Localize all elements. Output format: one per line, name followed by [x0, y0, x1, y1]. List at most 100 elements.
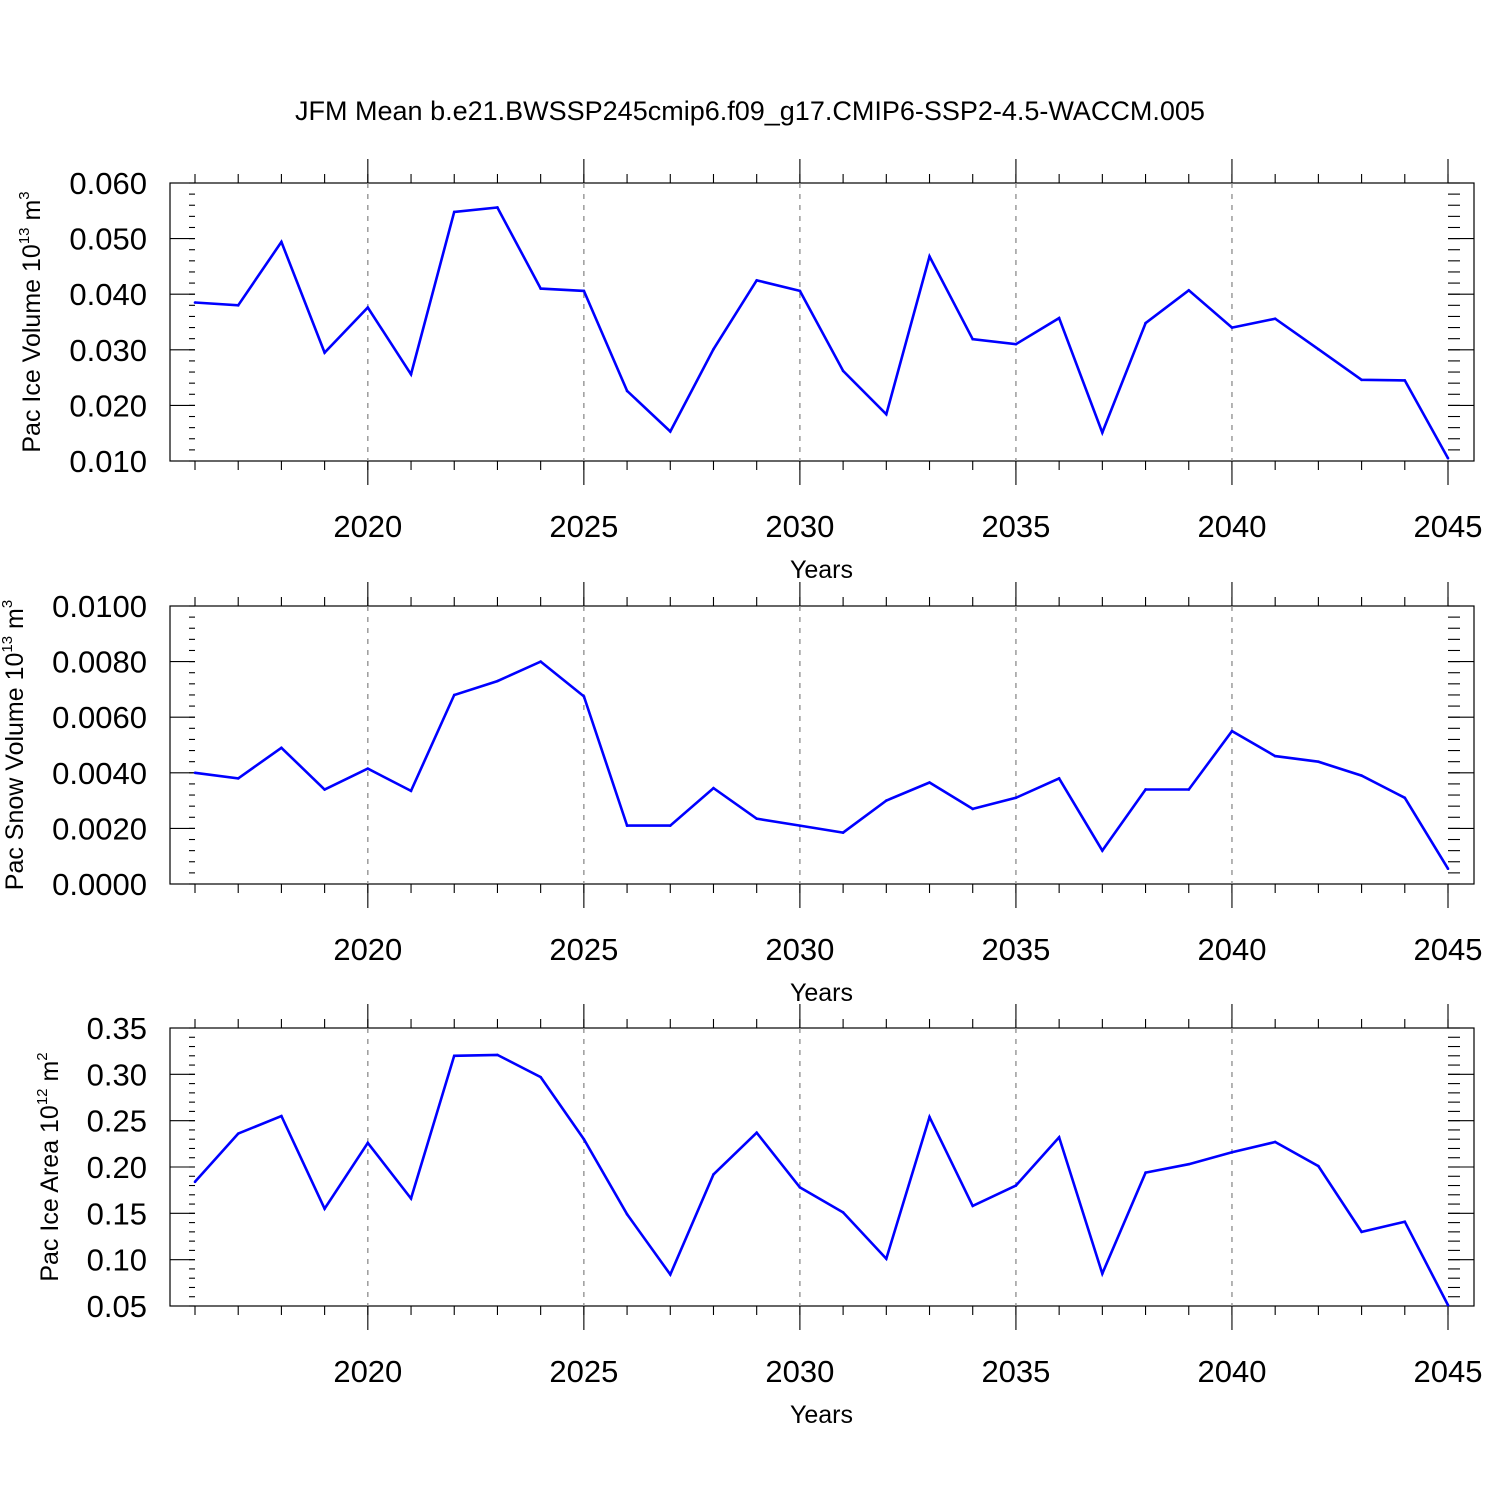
data-point — [798, 1186, 802, 1189]
x-tick-label: 2025 — [549, 509, 618, 544]
y-tick-label: 0.0060 — [52, 700, 147, 735]
data-point — [971, 337, 975, 341]
x-axis-title: Years — [790, 979, 853, 1007]
y-axis-units-unit: m — [1, 608, 29, 629]
data-point — [1360, 1230, 1363, 1234]
data-point — [452, 210, 456, 214]
x-tick-label: 2045 — [1414, 1354, 1483, 1389]
data-point — [496, 206, 499, 209]
data-point — [323, 351, 326, 354]
data-point — [1014, 1184, 1018, 1187]
chart-title: JFM Mean b.e21.BWSSP245cmip6.f09_g17.CMI… — [295, 96, 1205, 126]
series-line — [194, 660, 1450, 870]
data-point — [885, 412, 888, 416]
x-tick-label: 2045 — [1414, 932, 1483, 967]
y-axis-space — [36, 1133, 64, 1140]
y-axis-units-unit-exp: 3 — [16, 191, 33, 199]
data-point — [1273, 317, 1277, 320]
data-point — [236, 777, 240, 780]
y-tick-label: 0.0100 — [52, 589, 147, 624]
data-point — [625, 824, 629, 827]
y-axis-space — [36, 1082, 64, 1089]
data-point — [1057, 1136, 1061, 1139]
data-point — [1187, 289, 1191, 292]
x-tick-label: 2035 — [981, 932, 1050, 967]
y-axis-label-text: Pac Ice Volume — [18, 279, 46, 453]
data-point — [712, 1173, 715, 1176]
panel-3: 2020 2025 2030 2035 2040 2045 0.05 0.10 0.15 0.20… — [34, 1004, 1482, 1429]
data-point — [409, 1197, 413, 1200]
y-axis-label-text: Pac Snow Volume — [1, 687, 29, 890]
data-point — [280, 1114, 283, 1118]
y-axis-units-base: 10 — [36, 1105, 64, 1133]
data-point — [1230, 729, 1234, 733]
data-point — [1360, 378, 1363, 382]
panel-1: 2020 2025 2030 2035 2040 2045 0.010 0.020 0.030 0… — [16, 159, 1482, 584]
panel-2: 2020 2025 2030 2035 2040 2045 0.0000 0.0020 0.00… — [0, 582, 1482, 1007]
data-point — [1317, 760, 1320, 763]
data-point — [582, 695, 586, 698]
y-axis-space — [18, 221, 46, 228]
y-tick-label: 0.0000 — [52, 867, 147, 902]
data-point — [1101, 849, 1104, 852]
data-point — [971, 1204, 975, 1208]
data-point — [1014, 796, 1018, 800]
y-axis-units-unit-exp: 2 — [34, 1052, 51, 1060]
data-point — [755, 1131, 758, 1135]
data-point — [280, 746, 283, 750]
x-tick-label: 2020 — [333, 932, 402, 967]
data-point — [193, 1180, 197, 1184]
data-point — [539, 287, 542, 290]
x-tick-label: 2030 — [765, 509, 834, 544]
data-point — [668, 430, 672, 433]
data-point — [885, 799, 888, 802]
data-point — [712, 786, 715, 790]
data-point — [539, 660, 542, 663]
y-tick-label: 0.10 — [87, 1243, 147, 1278]
data-point — [928, 255, 931, 258]
x-tick-label: 2040 — [1197, 509, 1266, 544]
data-point — [582, 289, 586, 293]
data-point — [1403, 379, 1407, 382]
series-line — [194, 1053, 1450, 1306]
data-point — [1014, 342, 1018, 346]
y-axis-units-exp: 13 — [0, 636, 16, 653]
y-axis-units-unit: m — [18, 200, 46, 221]
data-point — [193, 771, 197, 775]
data-point — [323, 788, 326, 791]
y-tick-label: 0.050 — [69, 222, 147, 257]
data-point — [668, 1273, 672, 1276]
data-point — [1360, 774, 1363, 777]
plot-frame — [169, 605, 1475, 885]
data-point — [1230, 1150, 1234, 1154]
y-tick-label: 0.060 — [69, 166, 147, 201]
y-tick-label: 0.20 — [87, 1150, 147, 1185]
data-point — [366, 1141, 370, 1145]
y-axis-title: Pac Snow Volume 1013 m3 — [0, 600, 29, 890]
data-point — [1317, 1164, 1320, 1168]
y-axis-units-unit-exp: 3 — [0, 600, 16, 608]
data-point — [668, 824, 672, 827]
y-tick-label: 0.05 — [87, 1289, 147, 1324]
data-point — [928, 781, 931, 784]
data-point — [496, 1053, 499, 1057]
data-point — [1446, 456, 1450, 460]
y-tick-label: 0.010 — [69, 444, 147, 479]
y-axis-units-exp: 12 — [34, 1088, 51, 1105]
data-point — [539, 1075, 542, 1079]
y-axis-units-unit: m — [36, 1061, 64, 1082]
data-point — [798, 824, 802, 827]
x-tick-label: 2030 — [765, 1354, 834, 1389]
y-tick-label: 0.15 — [87, 1196, 147, 1231]
plot-frame — [169, 1027, 1475, 1307]
y-axis-units-base: 10 — [1, 653, 29, 681]
data-point — [323, 1207, 326, 1210]
x-tick-label: 2045 — [1414, 509, 1483, 544]
data-point — [1057, 777, 1061, 780]
data-point — [712, 347, 715, 351]
data-point — [928, 1115, 931, 1119]
y-axis-units-exp: 13 — [16, 227, 33, 244]
y-tick-label: 0.0020 — [52, 811, 147, 846]
data-point — [452, 693, 456, 697]
data-point — [798, 289, 802, 293]
